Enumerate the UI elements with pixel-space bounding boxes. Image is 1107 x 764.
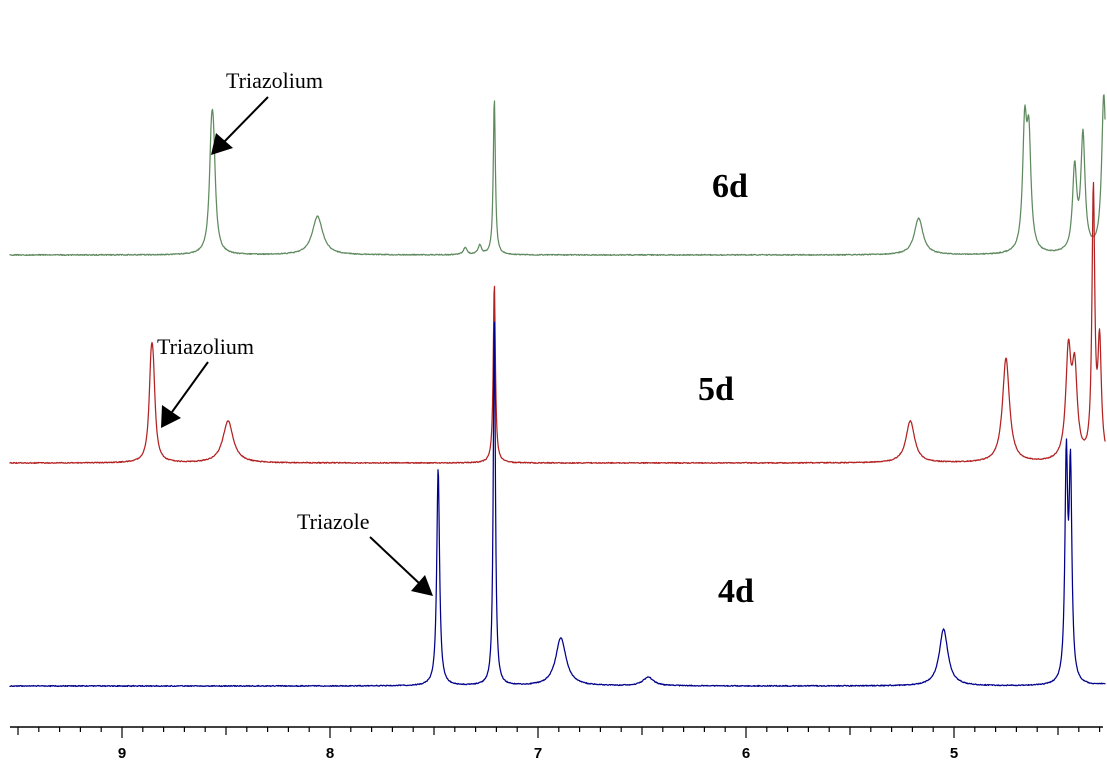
arrow-head-icon xyxy=(411,575,433,596)
annotation-label: Triazolium xyxy=(226,68,323,93)
x-tick-label: 6 xyxy=(742,745,750,762)
x-tick-label: 8 xyxy=(326,745,334,762)
annotation-arrow-line xyxy=(171,361,209,413)
x-tick-label: 5 xyxy=(950,745,958,762)
compound-label-6d: 6d xyxy=(712,168,748,205)
arrow-head-icon xyxy=(211,133,233,155)
spectrum-traces xyxy=(9,94,1106,688)
annotation-label: Triazolium xyxy=(157,334,254,359)
annotation-arrow-line xyxy=(223,96,269,143)
annotation-label: Triazole xyxy=(297,509,370,534)
x-tick-label: 7 xyxy=(534,745,542,762)
compound-label-5d: 5d xyxy=(698,371,734,408)
x-axis: 9 8 7 6 5 xyxy=(10,726,1103,762)
series-4d-trace xyxy=(9,321,1106,688)
x-tick-label: 9 xyxy=(118,745,126,762)
compound-label-4d: 4d xyxy=(718,573,754,610)
annotation-triazole-4d: Triazole xyxy=(297,509,433,596)
series-5d-trace xyxy=(9,181,1106,465)
annotation-triazolium-6d: Triazolium xyxy=(211,68,323,155)
annotation-arrow-line xyxy=(369,536,421,585)
arrow-head-icon xyxy=(161,405,181,428)
x-axis-ticks: 9 8 7 6 5 xyxy=(17,727,1101,762)
annotation-triazolium-5d: Triazolium xyxy=(157,334,254,428)
series-6d-trace xyxy=(9,94,1106,257)
